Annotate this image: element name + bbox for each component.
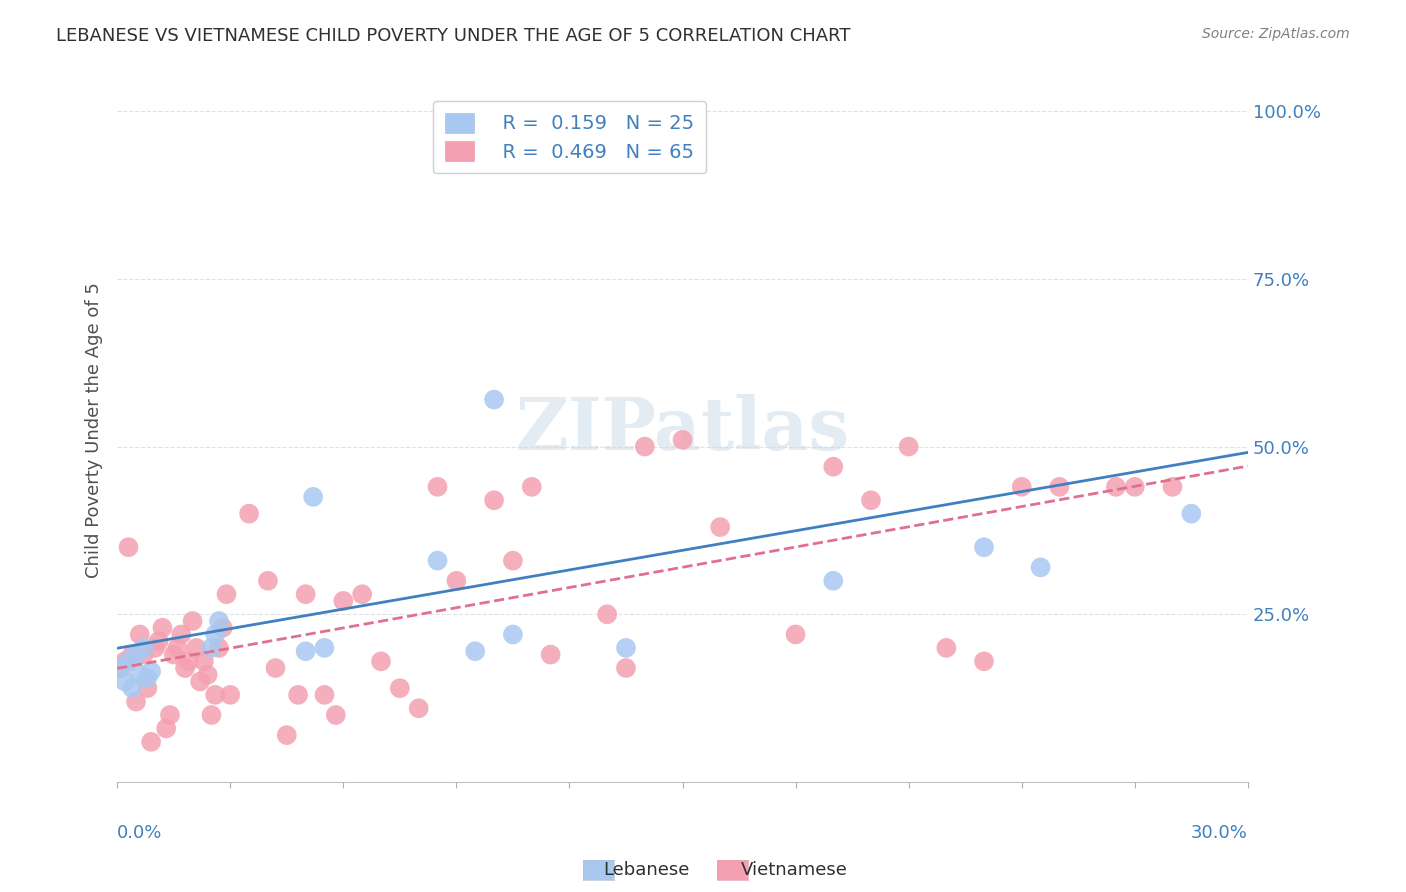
- Point: [155, 722, 177, 736]
- Point: [114, 654, 136, 668]
- Point: [1105, 480, 1128, 494]
- Point: [208, 640, 231, 655]
- Point: [446, 574, 468, 588]
- Text: 0.0%: 0.0%: [117, 824, 163, 842]
- Text: Vietnamese: Vietnamese: [741, 861, 848, 879]
- Text: Source: ZipAtlas.com: Source: ZipAtlas.com: [1202, 27, 1350, 41]
- Point: [166, 640, 188, 655]
- Text: LEBANESE VS VIETNAMESE CHILD POVERTY UNDER THE AGE OF 5 CORRELATION CHART: LEBANESE VS VIETNAMESE CHILD POVERTY UND…: [56, 27, 851, 45]
- Point: [148, 634, 170, 648]
- Point: [314, 640, 336, 655]
- Point: [671, 433, 693, 447]
- Point: [264, 661, 287, 675]
- Text: Lebanese: Lebanese: [603, 861, 690, 879]
- Legend:   R =  0.159   N = 25,   R =  0.469   N = 65: R = 0.159 N = 25, R = 0.469 N = 65: [433, 102, 706, 173]
- Point: [897, 440, 920, 454]
- Point: [935, 640, 957, 655]
- Point: [614, 661, 637, 675]
- Point: [208, 614, 231, 628]
- Point: [143, 640, 166, 655]
- Point: [121, 648, 143, 662]
- Point: [121, 681, 143, 695]
- Point: [823, 459, 845, 474]
- Point: [325, 708, 347, 723]
- Point: [426, 480, 449, 494]
- Point: [352, 587, 374, 601]
- Point: [502, 554, 524, 568]
- Point: [1011, 480, 1033, 494]
- Point: [200, 708, 222, 723]
- Point: [114, 674, 136, 689]
- Point: [152, 621, 174, 635]
- Point: [482, 493, 505, 508]
- Point: [464, 644, 486, 658]
- Point: [614, 640, 637, 655]
- Point: [197, 667, 219, 681]
- Point: [482, 392, 505, 407]
- Point: [193, 654, 215, 668]
- Point: [859, 493, 882, 508]
- Point: [709, 520, 731, 534]
- Point: [219, 688, 242, 702]
- Point: [1047, 480, 1070, 494]
- Point: [170, 627, 193, 641]
- Point: [426, 554, 449, 568]
- Point: [1123, 480, 1146, 494]
- Point: [502, 627, 524, 641]
- Point: [181, 614, 204, 628]
- Point: [408, 701, 430, 715]
- Point: [117, 654, 139, 668]
- Point: [785, 627, 807, 641]
- Point: [634, 137, 657, 152]
- Point: [314, 688, 336, 702]
- Point: [257, 574, 280, 588]
- Point: [186, 640, 208, 655]
- Point: [136, 681, 159, 695]
- Point: [596, 607, 619, 622]
- Point: [177, 654, 200, 668]
- Point: [238, 507, 260, 521]
- Point: [332, 594, 354, 608]
- Point: [110, 661, 132, 675]
- Point: [110, 661, 132, 675]
- Point: [200, 640, 222, 655]
- Point: [136, 671, 159, 685]
- Point: [388, 681, 411, 695]
- Point: [540, 648, 562, 662]
- Point: [294, 644, 316, 658]
- Point: [188, 674, 211, 689]
- Point: [125, 695, 148, 709]
- Text: ZIPatlas: ZIPatlas: [516, 394, 849, 466]
- Point: [634, 440, 657, 454]
- Point: [287, 688, 309, 702]
- Point: [1180, 507, 1202, 521]
- Point: [125, 648, 148, 662]
- Point: [973, 540, 995, 554]
- Point: [128, 667, 150, 681]
- Point: [204, 627, 226, 641]
- Point: [1029, 560, 1052, 574]
- Point: [204, 688, 226, 702]
- Point: [370, 654, 392, 668]
- Point: [211, 621, 233, 635]
- Point: [823, 574, 845, 588]
- Point: [128, 627, 150, 641]
- Y-axis label: Child Poverty Under the Age of 5: Child Poverty Under the Age of 5: [86, 282, 103, 578]
- Point: [302, 490, 325, 504]
- Point: [276, 728, 298, 742]
- Point: [520, 480, 543, 494]
- Point: [159, 708, 181, 723]
- Point: [174, 661, 197, 675]
- Point: [215, 587, 238, 601]
- Text: 30.0%: 30.0%: [1191, 824, 1249, 842]
- Point: [139, 665, 162, 679]
- Point: [117, 540, 139, 554]
- Point: [132, 648, 155, 662]
- Point: [294, 587, 316, 601]
- Point: [163, 648, 186, 662]
- Point: [139, 735, 162, 749]
- Point: [1161, 480, 1184, 494]
- Point: [973, 654, 995, 668]
- Point: [132, 640, 155, 655]
